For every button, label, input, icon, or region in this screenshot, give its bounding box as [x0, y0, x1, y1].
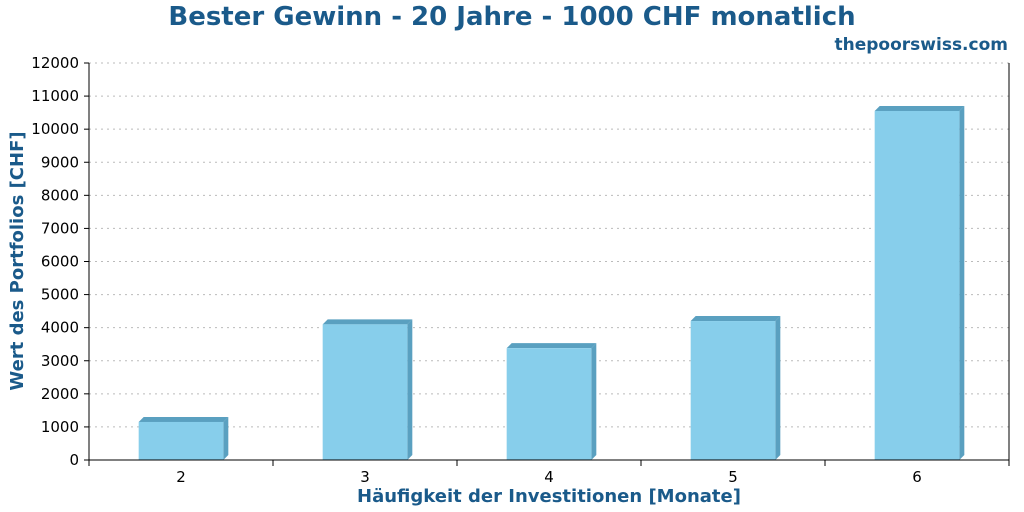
bars: [138, 105, 965, 461]
bar-4: [506, 343, 597, 460]
bar-side: [959, 105, 965, 461]
chart-title: Bester Gewinn - 20 Jahre - 1000 CHF mona…: [168, 2, 855, 32]
axes: [84, 62, 1010, 466]
bar-side: [591, 343, 597, 460]
bar-side: [775, 316, 781, 460]
bar-side: [223, 416, 229, 460]
bar-top: [138, 416, 229, 422]
bar-3: [322, 319, 413, 460]
bar-top: [874, 105, 965, 111]
bar-top: [322, 319, 413, 325]
y-tick-label: 11000: [31, 87, 79, 105]
y-tick-label: 9000: [41, 153, 79, 171]
y-tick-label: 12000: [31, 54, 79, 72]
y-tick-label: 1000: [41, 418, 79, 436]
bar-front: [690, 321, 776, 460]
bar-front: [874, 110, 960, 461]
y-tick-label: 5000: [41, 286, 79, 304]
bar-6: [874, 105, 965, 461]
x-tick-label: 5: [728, 468, 738, 486]
y-tick-label: 8000: [41, 186, 79, 204]
bar-front: [506, 348, 592, 460]
y-tick-label: 4000: [41, 319, 79, 337]
y-axis-label: Wert des Portfolios [CHF]: [7, 131, 28, 390]
x-tick-labels: 2 3 4 5 6: [176, 468, 922, 486]
bar-5: [690, 316, 781, 460]
y-tick-label: 7000: [41, 219, 79, 237]
x-axis-label: Häufigkeit der Investitionen [Monate]: [357, 486, 741, 507]
y-tick-labels: 0 1000 2000 3000 4000 5000 6000 7000 8000 9000 100…: [31, 54, 79, 469]
bar-top: [506, 343, 597, 349]
bar-side: [407, 319, 413, 460]
y-tick-label: 2000: [41, 385, 79, 403]
x-tick-label: 4: [544, 468, 554, 486]
y-tick-label: 3000: [41, 352, 79, 370]
y-tick-label: 10000: [31, 120, 79, 138]
y-tick-label: 0: [69, 451, 79, 469]
bar-front: [322, 324, 408, 460]
x-tick-label: 2: [176, 468, 186, 486]
bar-front: [138, 421, 224, 460]
y-tick-label: 6000: [41, 253, 79, 271]
bar-2: [138, 416, 229, 460]
x-tick-label: 6: [912, 468, 922, 486]
chart-credit: thepoorswiss.com: [835, 35, 1009, 55]
x-tick-label: 3: [360, 468, 370, 486]
bar-top: [690, 316, 781, 322]
